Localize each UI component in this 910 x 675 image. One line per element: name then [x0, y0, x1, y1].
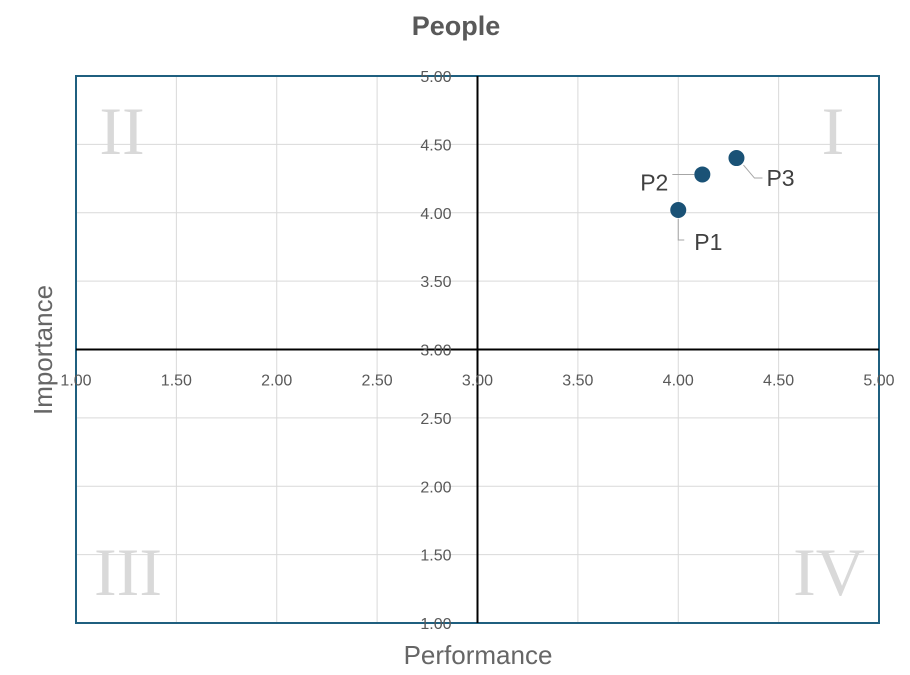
y-tick-label-5: 3.50	[420, 274, 451, 291]
y-tick-label-2: 2.00	[420, 479, 451, 496]
center-axes	[76, 76, 879, 623]
x-tick-label-3: 2.50	[362, 373, 393, 390]
chart-title: People	[412, 11, 501, 41]
y-tick-label-0: 1.00	[420, 616, 451, 633]
data-points: P1 P2 P3	[640, 150, 795, 255]
y-tick-label-7: 4.50	[420, 137, 451, 154]
x-tick-label-2: 2.00	[261, 373, 292, 390]
y-tick-label-8: 5.00	[420, 69, 451, 86]
tick-labels: 1.00 1.50 2.00 2.50 3.00 3.50 4.00 4.50 5.00 1.00…	[60, 69, 894, 633]
data-label-p1: P1	[694, 229, 722, 255]
y-tick-label-3: 2.50	[420, 411, 451, 428]
y-tick-label-1: 1.50	[420, 548, 451, 565]
quadrant-label-1: I	[822, 93, 845, 169]
x-tick-label-6: 4.00	[663, 373, 694, 390]
data-point-p1	[670, 202, 687, 219]
leader-line-p3	[743, 164, 763, 179]
leader-line-p1	[677, 219, 685, 241]
data-point-p2	[694, 166, 711, 183]
data-point-p3	[728, 150, 745, 167]
data-label-p3: P3	[766, 165, 794, 191]
x-tick-label-5: 3.50	[562, 373, 593, 390]
y-axis-title: Importance	[28, 285, 58, 415]
x-tick-label-7: 4.50	[763, 373, 794, 390]
quadrant-labels: I II III IV	[94, 93, 865, 610]
x-tick-label-4: 3.00	[462, 373, 493, 390]
y-tick-label-6: 4.00	[420, 206, 451, 223]
quadrant-label-2: II	[99, 93, 144, 169]
quadrant-label-3: III	[94, 534, 162, 610]
x-tick-label-1: 1.50	[161, 373, 192, 390]
y-tick-label-4: 3.00	[420, 343, 451, 360]
data-label-p2: P2	[640, 169, 668, 195]
quadrant-label-4: IV	[793, 534, 865, 610]
x-axis-title: Performance	[404, 640, 553, 670]
x-tick-label-8: 5.00	[863, 373, 894, 390]
x-tick-label-0: 1.00	[60, 373, 91, 390]
